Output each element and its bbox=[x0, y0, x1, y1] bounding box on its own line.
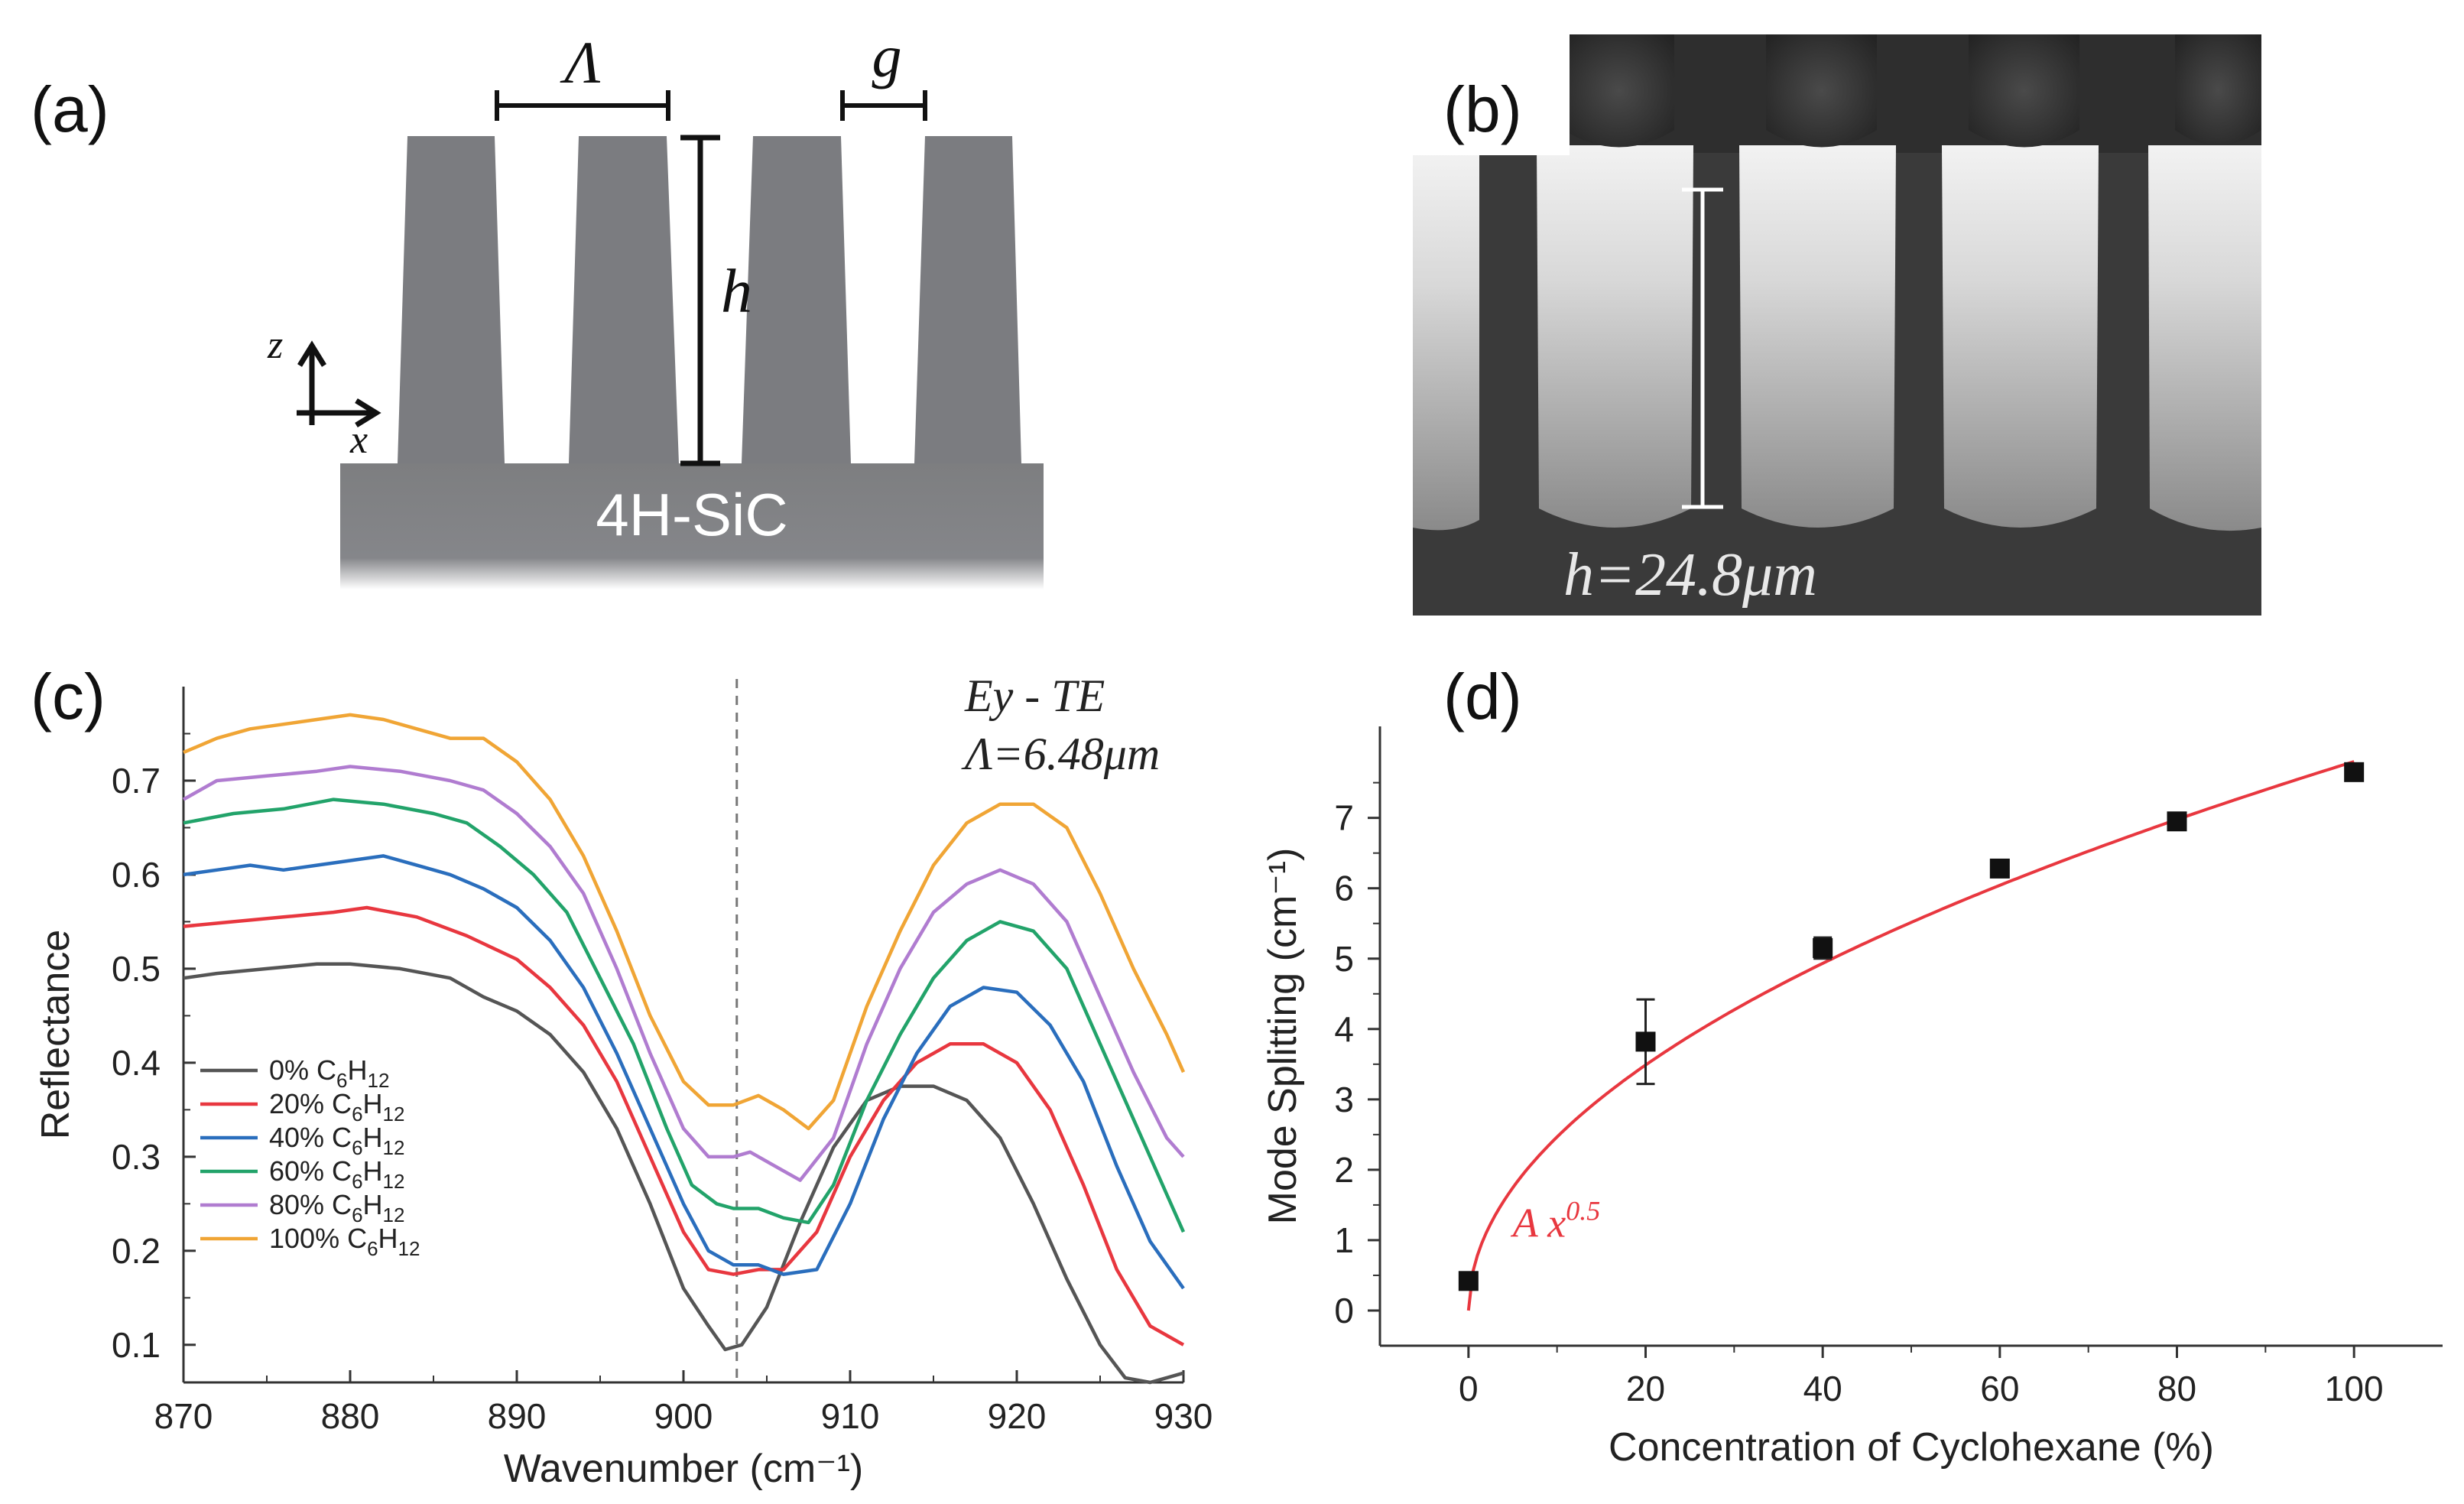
chart-c-series-line bbox=[183, 854, 1185, 1290]
chart-c-x-tick-label: 880 bbox=[321, 1396, 380, 1436]
chart-c-y-label: Reflectance bbox=[34, 930, 78, 1140]
fin-1 bbox=[398, 136, 505, 463]
chart-c-y-tick-label: 0.5 bbox=[112, 949, 161, 989]
panel-b: (b) h=24.8μm bbox=[1413, 34, 2261, 616]
chart-d-data-point bbox=[2167, 811, 2187, 832]
chart-d-x-tick-label: 40 bbox=[1803, 1369, 1842, 1408]
chart-d-fit-label: A x0.5 bbox=[1511, 1195, 1600, 1246]
chart-c-legend-label: 40% C6H12 bbox=[269, 1122, 404, 1159]
chart-c-x-tick-label: 930 bbox=[1154, 1396, 1213, 1436]
chart-c-series-line bbox=[183, 797, 1186, 1233]
chart-c-annotation-line1: Ey - TE bbox=[964, 671, 1105, 721]
chart-c-series-line bbox=[183, 713, 1186, 1131]
panel-d: (d) 0 20 40 60 80 100 0 1 2 3 4 5 6 7 Concentration of… bbox=[1261, 661, 2443, 1470]
chart-c-legend-label: 60% C6H12 bbox=[269, 1155, 404, 1193]
panel-b-label: (b) bbox=[1443, 73, 1522, 145]
chart-d-data-point bbox=[1458, 1271, 1479, 1291]
chart-c-y-tick-label: 0.3 bbox=[112, 1137, 161, 1177]
sem-pillars bbox=[1413, 145, 2261, 531]
axis-z-label: z bbox=[267, 323, 283, 367]
chart-d-y-tick-label: 0 bbox=[1334, 1291, 1354, 1330]
substrate-block bbox=[340, 463, 1044, 590]
chart-d-y-tick-label: 3 bbox=[1334, 1080, 1354, 1119]
fin-4 bbox=[914, 136, 1021, 463]
chart-d-y-tick-label: 7 bbox=[1334, 798, 1354, 838]
chart-c-x-tick-label: 910 bbox=[821, 1396, 880, 1436]
chart-d-x-tick-label: 20 bbox=[1626, 1369, 1665, 1408]
chart-d-data-point bbox=[2344, 762, 2365, 782]
axes-indicator bbox=[297, 340, 381, 427]
chart-d-x-tick-label: 100 bbox=[2325, 1369, 2384, 1408]
chart-c-series-line bbox=[183, 962, 1184, 1385]
chart-d-fit-curve bbox=[1466, 760, 2355, 1311]
period-symbol: Λ bbox=[559, 29, 600, 96]
panel-d-label: (d) bbox=[1443, 661, 1522, 733]
chart-d-data-point bbox=[1989, 858, 2010, 879]
chart-d-x-tick-label: 60 bbox=[1980, 1369, 2019, 1408]
chart-c-y-tick-label: 0.1 bbox=[112, 1325, 161, 1365]
gap-symbol: g bbox=[872, 23, 902, 89]
chart-c-annotation: Ey - TE Λ=6.48μm bbox=[961, 671, 1160, 779]
chart-c-x-label: Wavenumber (cm⁻¹) bbox=[504, 1447, 863, 1491]
chart-c-legend-label: 80% C6H12 bbox=[269, 1189, 404, 1226]
chart-d: 0 20 40 60 80 100 0 1 2 3 4 5 6 7 Concentration of Cyc… bbox=[1261, 726, 2443, 1470]
chart-c-y-tick-label: 0.6 bbox=[112, 855, 161, 895]
chart-c: 870 880 890 900 910 920 930 0.1 0.2 0.3 0.4 0.5 0.6 0… bbox=[34, 679, 1213, 1491]
panel-c-label: (c) bbox=[31, 661, 106, 733]
sem-height-annotation: h=24.8μm bbox=[1563, 541, 1817, 609]
substrate-label: 4H-SiC bbox=[596, 481, 787, 548]
height-symbol: h bbox=[721, 256, 752, 326]
chart-c-series-line bbox=[183, 905, 1185, 1346]
chart-d-x-tick-label: 80 bbox=[2157, 1369, 2196, 1408]
chart-c-legend-label: 20% C6H12 bbox=[269, 1088, 404, 1126]
chart-c-legend-label: 0% C6H12 bbox=[269, 1054, 389, 1092]
fin-2 bbox=[569, 136, 679, 463]
chart-c-legend-label: 100% C6H12 bbox=[269, 1223, 420, 1260]
panel-a: (a) 4H-SiC Λ g h bbox=[31, 23, 1044, 590]
chart-c-series-line bbox=[182, 765, 1185, 1182]
axis-x-label: x bbox=[349, 418, 368, 462]
chart-d-y-label: Mode Splitting (cm⁻¹) bbox=[1261, 848, 1305, 1225]
chart-c-y-tick-label: 0.4 bbox=[112, 1043, 161, 1083]
chart-c-x-tick-label: 900 bbox=[654, 1396, 713, 1436]
panel-a-label: (a) bbox=[31, 73, 109, 145]
chart-d-y-tick-label: 1 bbox=[1334, 1220, 1354, 1260]
chart-d-data-point bbox=[1635, 1031, 1656, 1052]
gap-dimension bbox=[840, 90, 927, 121]
panel-c: (c) 870 880 890 900 910 920 930 0.1 0.2 0.3 0.4 0.5… bbox=[31, 661, 1213, 1491]
period-dimension bbox=[495, 90, 670, 121]
chart-c-y-tick-label: 0.7 bbox=[112, 761, 161, 801]
sem-pillar-caps bbox=[1563, 34, 2261, 148]
chart-d-data-point bbox=[1813, 937, 1833, 958]
chart-d-y-tick-label: 5 bbox=[1334, 939, 1354, 979]
chart-d-y-tick-label: 6 bbox=[1334, 869, 1354, 908]
sem-image bbox=[1413, 34, 2261, 616]
chart-c-x-tick-label: 920 bbox=[988, 1396, 1047, 1436]
height-dimension bbox=[680, 135, 720, 466]
chart-d-y-tick-label: 2 bbox=[1334, 1150, 1354, 1190]
chart-d-y-tick-label: 4 bbox=[1334, 1009, 1354, 1049]
chart-c-x-tick-label: 870 bbox=[154, 1396, 213, 1436]
chart-d-x-label: Concentration of Cyclohexane (%) bbox=[1609, 1425, 2214, 1470]
chart-d-x-tick-label: 0 bbox=[1459, 1369, 1479, 1408]
sem-height-bar bbox=[1682, 187, 1723, 509]
chart-c-annotation-line2: Λ=6.48μm bbox=[961, 729, 1160, 779]
fin-3 bbox=[742, 136, 851, 463]
chart-c-y-tick-label: 0.2 bbox=[112, 1231, 161, 1271]
chart-c-x-tick-label: 890 bbox=[488, 1396, 547, 1436]
